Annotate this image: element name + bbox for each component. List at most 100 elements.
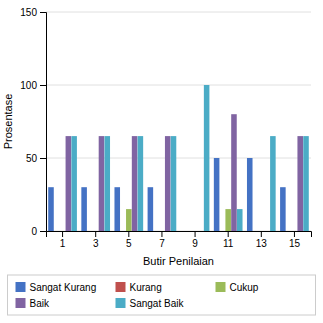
legend-item: Sangat Baik bbox=[116, 298, 185, 309]
legend-label: Cukup bbox=[230, 282, 259, 293]
x-axis-title: Butir Penilaian bbox=[143, 255, 214, 267]
tick-label: 50 bbox=[26, 153, 38, 164]
bar bbox=[253, 231, 259, 232]
bar bbox=[120, 231, 126, 232]
tick-label: 13 bbox=[256, 238, 268, 249]
bar bbox=[48, 187, 54, 231]
x-tick: 1 bbox=[60, 231, 66, 249]
legend-item: Kurang bbox=[116, 282, 162, 293]
y-tick: 0 bbox=[31, 226, 46, 237]
bar bbox=[214, 158, 220, 231]
x-tick: 3 bbox=[93, 231, 99, 249]
y-axis: 0 50 100 150 bbox=[20, 7, 46, 237]
bar bbox=[87, 231, 93, 232]
bar bbox=[81, 187, 87, 231]
bar bbox=[71, 136, 77, 231]
legend-item: Baik bbox=[16, 298, 50, 309]
bar bbox=[204, 85, 210, 231]
tick-label: 7 bbox=[159, 238, 165, 249]
bar bbox=[259, 231, 265, 232]
bar bbox=[159, 231, 165, 232]
legend-item: Cukup bbox=[216, 282, 259, 293]
legend-frame bbox=[8, 275, 316, 315]
bar bbox=[297, 136, 303, 231]
tick-mark bbox=[40, 231, 46, 232]
bar bbox=[60, 231, 66, 232]
bar bbox=[114, 187, 120, 231]
tick-mark bbox=[95, 231, 96, 237]
bars bbox=[48, 85, 309, 231]
bar bbox=[264, 231, 270, 232]
y-tick: 100 bbox=[20, 80, 46, 91]
bar bbox=[280, 187, 286, 231]
bar bbox=[132, 136, 138, 231]
bar bbox=[220, 231, 226, 232]
legend-label: Sangat Baik bbox=[130, 298, 185, 309]
tick-mark bbox=[161, 231, 162, 237]
tick-label: 100 bbox=[20, 80, 37, 91]
tick-mark bbox=[62, 231, 63, 237]
tick-label: 150 bbox=[20, 7, 37, 18]
bar bbox=[153, 231, 159, 232]
legend-swatch bbox=[216, 282, 226, 292]
tick-mark bbox=[40, 12, 46, 13]
plot: 13579111315050100150 bbox=[20, 7, 311, 249]
axis-line bbox=[47, 232, 312, 238]
x-tick: 15 bbox=[289, 231, 301, 249]
bar bbox=[237, 209, 243, 231]
legend-item: Sangat Kurang bbox=[16, 282, 97, 293]
legend-swatch bbox=[16, 282, 26, 292]
legend-label: Baik bbox=[30, 298, 50, 309]
legend-label: Sangat Kurang bbox=[30, 282, 97, 293]
bar bbox=[187, 231, 193, 232]
chart-container: 13579111315050100150Butir PenilaianProse… bbox=[0, 0, 323, 323]
x-tick: 13 bbox=[256, 231, 268, 249]
bar bbox=[181, 231, 187, 232]
x-tick: 7 bbox=[159, 231, 165, 249]
x-axis: 13579111315 bbox=[47, 231, 312, 249]
series bbox=[71, 85, 308, 231]
bar bbox=[270, 136, 276, 231]
axis-line bbox=[40, 13, 47, 232]
tick-label: 1 bbox=[60, 238, 66, 249]
legend-swatch bbox=[116, 298, 126, 308]
series bbox=[66, 114, 303, 231]
tick-label: 9 bbox=[192, 238, 198, 249]
tick-mark bbox=[294, 231, 295, 237]
bar bbox=[54, 231, 60, 232]
legend: Sangat Kurang Kurang Cukup Baik Sangat Baik bbox=[8, 275, 316, 315]
grid-line bbox=[46, 12, 311, 13]
tick-label: 5 bbox=[126, 238, 132, 249]
bar bbox=[231, 114, 237, 231]
y-axis-title: Prosentase bbox=[2, 94, 14, 150]
x-tick: 9 bbox=[192, 231, 198, 249]
bar bbox=[286, 231, 292, 232]
bar bbox=[247, 158, 253, 231]
bar bbox=[192, 231, 198, 232]
tick-mark bbox=[228, 231, 229, 237]
tick-mark bbox=[195, 231, 196, 237]
tick-label: 0 bbox=[31, 226, 37, 237]
y-tick: 50 bbox=[26, 153, 46, 164]
bar bbox=[99, 136, 105, 231]
grid-line bbox=[46, 85, 311, 86]
bar bbox=[93, 231, 99, 232]
chart: 13579111315050100150Butir PenilaianProse… bbox=[0, 0, 323, 323]
bar bbox=[292, 231, 298, 232]
bar bbox=[198, 231, 204, 232]
x-tick: 11 bbox=[223, 231, 234, 249]
tick-mark bbox=[40, 85, 46, 86]
tick-mark bbox=[128, 231, 129, 237]
bar bbox=[104, 136, 110, 231]
x-tick: 5 bbox=[126, 231, 132, 249]
tick-label: 15 bbox=[289, 238, 301, 249]
bar bbox=[303, 136, 309, 231]
y-tick: 150 bbox=[20, 7, 46, 18]
tick-label: 3 bbox=[93, 238, 99, 249]
grid bbox=[46, 12, 311, 231]
bar bbox=[148, 187, 154, 231]
legend-swatch bbox=[16, 298, 26, 308]
legend-swatch bbox=[116, 282, 126, 292]
bar bbox=[171, 136, 177, 231]
bar bbox=[126, 209, 132, 231]
